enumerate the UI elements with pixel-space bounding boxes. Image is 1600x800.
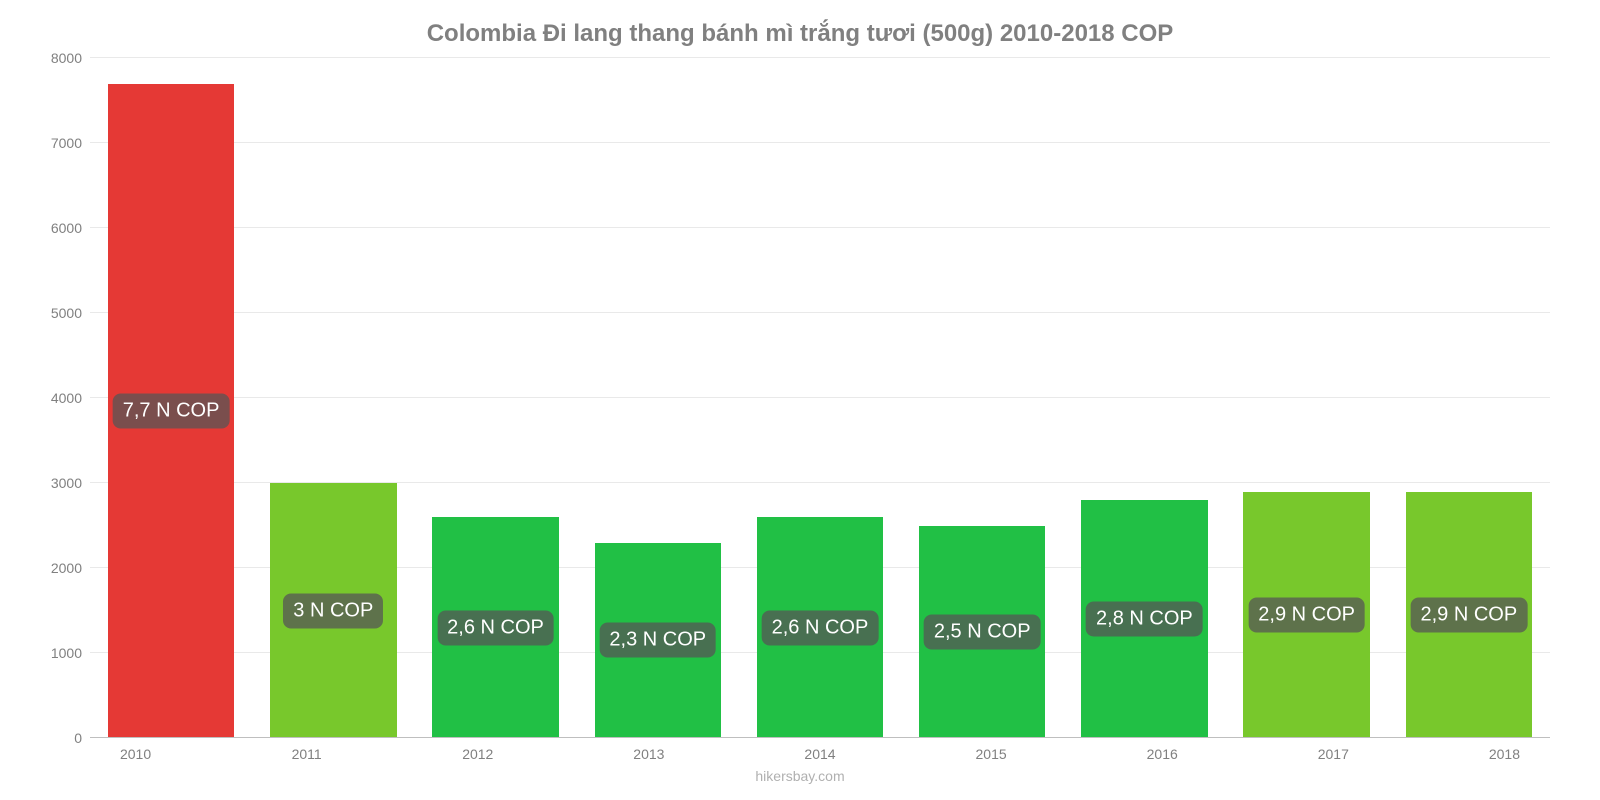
bar-value-label: 2,3 N COP [599,623,716,658]
x-tick-label: 2012 [392,746,563,762]
chart-container: Colombia Đi lang thang bánh mì trắng tươ… [0,0,1600,800]
bar-slot: 2,3 N COP [577,58,739,738]
bar-value-label: 2,8 N COP [1086,602,1203,637]
bars-group: 7,7 N COP 3 N COP 2,6 N COP 2,3 N COP 2,6 N … [90,58,1550,738]
bar-value-label: 2,5 N COP [924,614,1041,649]
x-tick-label: 2011 [221,746,392,762]
x-axis-labels: 201020112012201320142015201620172018 [50,746,1590,762]
bar-value-label: 3 N COP [283,593,383,628]
y-tick-label: 1000 [51,645,90,661]
bar-value-label: 2,9 N COP [1410,597,1527,632]
y-tick-label: 3000 [51,475,90,491]
bar-value-label: 2,9 N COP [1248,597,1365,632]
bar: 2,6 N COP [757,517,884,738]
x-tick-label: 2018 [1419,746,1590,762]
bar: 2,3 N COP [595,543,722,739]
x-tick-label: 2014 [734,746,905,762]
x-tick-label: 2015 [906,746,1077,762]
bar: 3 N COP [270,483,397,738]
bar-slot: 2,5 N COP [901,58,1063,738]
bar-slot: 2,9 N COP [1388,58,1550,738]
bar-value-label: 7,7 N COP [113,393,230,428]
x-tick-label: 2017 [1248,746,1419,762]
bar: 2,9 N COP [1406,492,1533,739]
x-tick-label: 2013 [563,746,734,762]
bar-slot: 2,9 N COP [1226,58,1388,738]
bar-slot: 2,6 N COP [739,58,901,738]
y-tick-label: 5000 [51,305,90,321]
bar: 2,9 N COP [1243,492,1370,739]
bar: 7,7 N COP [108,84,235,739]
bar-slot: 3 N COP [252,58,414,738]
x-axis-line [90,737,1550,738]
bar: 2,6 N COP [432,517,559,738]
bar: 2,8 N COP [1081,500,1208,738]
plot-area: 7,7 N COP 3 N COP 2,6 N COP 2,3 N COP 2,6 N … [90,58,1550,738]
y-tick-label: 2000 [51,560,90,576]
y-tick-label: 7000 [51,135,90,151]
y-tick-label: 4000 [51,390,90,406]
bar-value-label: 2,6 N COP [437,610,554,645]
attribution-text: hikersbay.com [0,768,1600,784]
y-tick-label: 0 [74,730,90,746]
y-tick-label: 8000 [51,50,90,66]
bar: 2,5 N COP [919,526,1046,739]
x-tick-label: 2016 [1077,746,1248,762]
bar-slot: 2,8 N COP [1063,58,1225,738]
y-tick-label: 6000 [51,220,90,236]
x-tick-label: 2010 [50,746,221,762]
bar-slot: 7,7 N COP [90,58,252,738]
bar-slot: 2,6 N COP [414,58,576,738]
bar-value-label: 2,6 N COP [762,610,879,645]
chart-title: Colombia Đi lang thang bánh mì trắng tươ… [40,20,1560,48]
